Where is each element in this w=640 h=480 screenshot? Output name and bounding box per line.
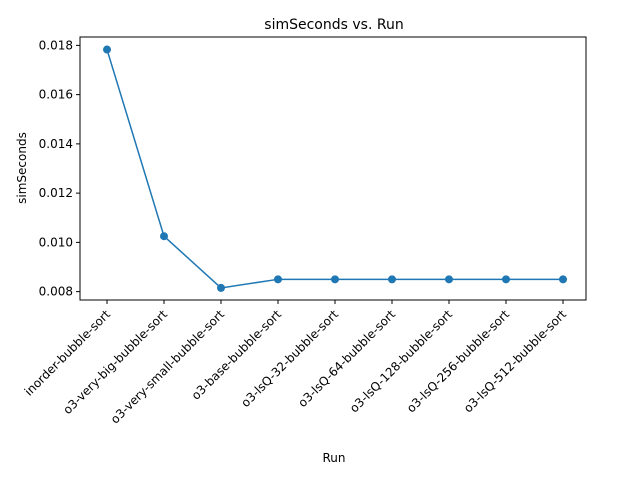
y-tick-label: 0.018: [39, 38, 73, 52]
data-point: [331, 275, 339, 284]
data-point: [160, 232, 168, 241]
data-point: [103, 45, 111, 54]
data-point: [274, 275, 282, 284]
x-tick-label: o3-lsQ-256-bubble-sort: [404, 307, 512, 415]
x-tick-label: o3-lsQ-32-bubble-sort: [238, 307, 341, 410]
x-tick-label: o3-lsQ-512-bubble-sort: [461, 307, 569, 415]
x-axis: inorder-bubble-sorto3-very-big-bubble-so…: [22, 300, 569, 426]
y-axis-label: simSeconds: [15, 132, 29, 204]
x-tick-label: o3-very-big-bubble-sort: [60, 307, 170, 417]
x-axis-label: Run: [322, 451, 345, 465]
y-tick-label: 0.016: [39, 88, 73, 102]
y-tick-label: 0.012: [39, 186, 73, 200]
y-tick-label: 0.008: [39, 285, 73, 299]
axes-frame: [79, 36, 587, 301]
y-tick-label: 0.014: [39, 137, 73, 151]
data-point: [502, 275, 510, 284]
data-point: [388, 275, 396, 284]
y-tick-label: 0.010: [39, 235, 73, 249]
plot-area: [103, 45, 567, 292]
chart-title: simSeconds vs. Run: [264, 17, 403, 33]
data-point: [217, 283, 225, 292]
data-point: [559, 275, 567, 284]
data-point: [445, 275, 453, 284]
x-tick-label: o3-lsQ-128-bubble-sort: [347, 307, 455, 415]
x-tick-label: o3-very-small-bubble-sort: [108, 307, 227, 426]
x-tick-label: o3-lsQ-64-bubble-sort: [295, 307, 398, 410]
y-axis: 0.008 0.010 0.012 0.014 0.016 0.018: [39, 38, 80, 299]
series-line: [106, 49, 563, 289]
